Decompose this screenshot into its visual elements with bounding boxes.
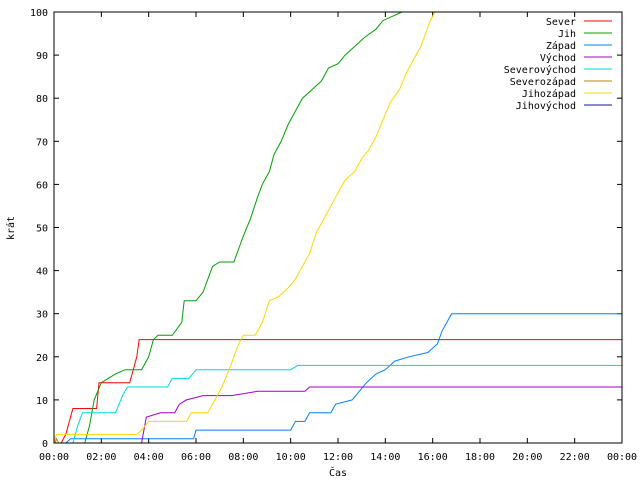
y-tick-label: 30 xyxy=(36,310,48,321)
legend-label: Východ xyxy=(540,52,576,64)
legend-label: Jih xyxy=(558,29,576,40)
x-tick-label: 08:00 xyxy=(228,452,258,463)
legend: SeverJihZápadVýchodSeverovýchodSeverozáp… xyxy=(504,17,612,112)
legend-label: Západ xyxy=(546,40,576,52)
x-tick-label: 04:00 xyxy=(134,452,164,463)
x-tick-label: 22:00 xyxy=(560,452,590,463)
x-tick-label: 06:00 xyxy=(181,452,211,463)
y-tick-label: 50 xyxy=(36,224,48,235)
series-line xyxy=(54,386,622,444)
y-tick-label: 20 xyxy=(36,353,48,364)
x-tick-label: 20:00 xyxy=(512,452,542,463)
y-tick-label: 90 xyxy=(36,51,48,62)
x-tick-label: 10:00 xyxy=(276,452,306,463)
legend-label: Jihozápad xyxy=(522,88,576,100)
x-tick-label: 18:00 xyxy=(465,452,495,463)
x-axis-label: Čas xyxy=(329,466,347,479)
series-line xyxy=(54,11,622,444)
series-line xyxy=(53,11,622,444)
y-tick-label: 100 xyxy=(30,8,48,19)
legend-label: Sever xyxy=(546,17,576,28)
x-tick-label: 14:00 xyxy=(370,452,400,463)
x-tick-label: 00:00 xyxy=(607,452,637,463)
y-tick-label: 10 xyxy=(36,396,48,407)
x-tick-label: 02:00 xyxy=(86,452,116,463)
y-tick-label: 80 xyxy=(36,94,48,105)
series-line xyxy=(54,313,622,444)
y-tick-label: 0 xyxy=(42,439,48,450)
series-lines xyxy=(53,11,622,444)
legend-label: Jihovýchod xyxy=(516,100,576,112)
x-tick-label: 00:00 xyxy=(39,452,69,463)
y-tick-label: 40 xyxy=(36,267,48,278)
x-tick-label: 16:00 xyxy=(418,452,448,463)
series-line xyxy=(54,339,622,444)
tick-labels: 00:00 02:00 04:00 06:00 08:00 10:00 12:00 14:00… xyxy=(30,8,637,463)
y-axis-label: krát xyxy=(5,216,17,240)
y-tick-label: 60 xyxy=(36,180,48,191)
plot-frame xyxy=(53,11,623,444)
legend-label: Severozápad xyxy=(510,76,576,88)
x-tick-label: 12:00 xyxy=(323,452,353,463)
legend-label: Severovýchod xyxy=(504,64,576,76)
y-tick-label: 70 xyxy=(36,137,48,148)
series-line xyxy=(54,364,622,444)
